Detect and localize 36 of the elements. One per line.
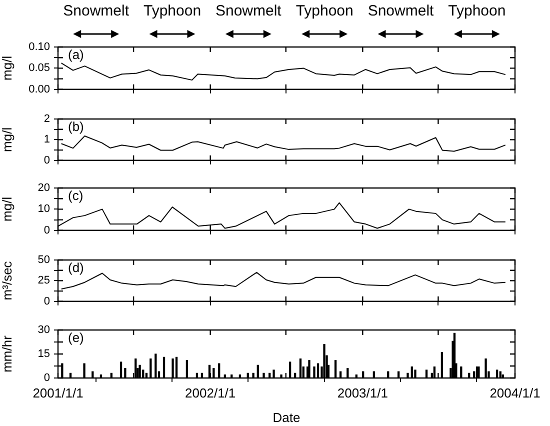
y-axis-title: mm/hr: [0, 334, 14, 372]
y-axis-title: mg/l: [0, 56, 14, 80]
y-tick-label: 0: [44, 224, 50, 236]
y-tick-label: 15: [38, 348, 50, 360]
y-tick-label: 0.00: [28, 83, 50, 96]
x-tick-label: 2003/1/1: [337, 385, 388, 400]
text: Typhoon: [296, 2, 354, 20]
text: Snowmelt: [368, 2, 435, 20]
y-tick-label: 0: [44, 372, 50, 384]
x-tick-label: 2004/1/1: [490, 385, 540, 400]
annotation: (d): [68, 260, 84, 276]
x-axis-title: Date: [272, 410, 300, 425]
x-tick-label: 2002/1/1: [185, 385, 236, 400]
annotation: (a): [68, 47, 84, 62]
x-tick-label: 2001/1/1: [32, 385, 84, 400]
y-tick-label: 0.05: [28, 62, 50, 74]
y-tick-label: 30: [38, 324, 50, 336]
y-tick-label: 20: [38, 182, 50, 194]
y-tick-label: 25: [38, 274, 50, 287]
y-tick-label: 0: [44, 295, 50, 308]
y-tick-label: 2: [44, 113, 50, 126]
text: Snowmelt: [215, 2, 282, 20]
y-tick-label: 1: [44, 134, 50, 146]
annotation: (c): [68, 188, 84, 204]
y-tick-label: 0.10: [28, 41, 50, 54]
y-tick-label: 50: [38, 254, 50, 266]
text: Typhoon: [448, 2, 506, 20]
annotation: (b): [68, 119, 84, 134]
y-tick-label: 0: [44, 154, 50, 166]
y-axis-title: mg/l: [0, 196, 14, 222]
text: Typhoon: [143, 2, 202, 20]
annotation: (e): [68, 330, 84, 346]
text: Snowmelt: [63, 2, 130, 20]
y-axis-title: m³/sec: [0, 260, 14, 300]
y-tick-label: 10: [38, 203, 50, 216]
y-axis-title: mg/l: [0, 127, 14, 152]
